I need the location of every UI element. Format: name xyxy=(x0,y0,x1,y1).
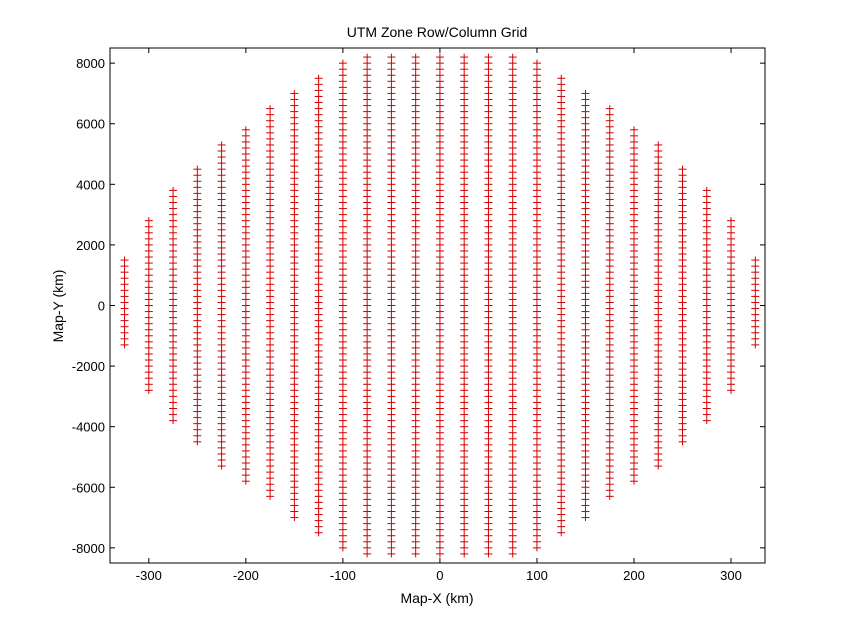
x-tick-label: 0 xyxy=(436,568,443,583)
grid-column xyxy=(193,165,202,446)
grid-column xyxy=(387,53,396,558)
grid-column xyxy=(654,141,663,470)
x-tick-label: -300 xyxy=(136,568,162,583)
grid-column xyxy=(605,105,614,500)
grid-column xyxy=(290,89,299,522)
y-tick-label: 6000 xyxy=(76,117,105,132)
y-tick-label: -6000 xyxy=(72,480,105,495)
grid-column xyxy=(581,89,590,522)
grid-column xyxy=(751,256,760,349)
grid-column xyxy=(217,141,226,470)
x-tick-label: -100 xyxy=(330,568,356,583)
grid-column xyxy=(411,53,420,558)
plot-area xyxy=(120,53,760,558)
y-tick-label: 2000 xyxy=(76,238,105,253)
grid-column xyxy=(266,105,275,500)
axis-ticks: -300 -200 -100 0 100 200 300 -8000 -6000 -4000 -20… xyxy=(72,48,765,583)
x-tick-label: -200 xyxy=(233,568,259,583)
grid-column xyxy=(532,59,541,552)
y-tick-label: -8000 xyxy=(72,541,105,556)
y-tick-label: -4000 xyxy=(72,420,105,435)
grid-column xyxy=(508,53,517,558)
grid-column xyxy=(338,59,347,552)
grid-column xyxy=(120,256,129,349)
grid-column xyxy=(363,53,372,558)
y-tick-label: 4000 xyxy=(76,177,105,192)
grid-column xyxy=(484,53,493,558)
grid-column xyxy=(460,53,469,558)
chart-title: UTM Zone Row/Column Grid xyxy=(347,24,528,40)
y-tick-label: 8000 xyxy=(76,56,105,71)
grid-column xyxy=(630,126,638,485)
grid-column xyxy=(144,217,153,394)
grid-column xyxy=(702,186,711,425)
x-tick-label: 200 xyxy=(623,568,645,583)
grid-column xyxy=(169,186,178,425)
y-tick-label: -2000 xyxy=(72,359,105,374)
x-tick-label: 300 xyxy=(720,568,742,583)
y-axis-title: Map-Y (km) xyxy=(50,270,66,343)
y-tick-label: 0 xyxy=(98,299,105,314)
grid-column xyxy=(435,53,444,558)
x-axis-title: Map-X (km) xyxy=(400,590,473,606)
grid-column xyxy=(678,165,687,446)
x-tick-label: 100 xyxy=(526,568,548,583)
grid-column xyxy=(241,126,250,485)
grid-column xyxy=(727,217,736,394)
grid-column xyxy=(314,74,323,537)
grid-column xyxy=(557,74,566,537)
